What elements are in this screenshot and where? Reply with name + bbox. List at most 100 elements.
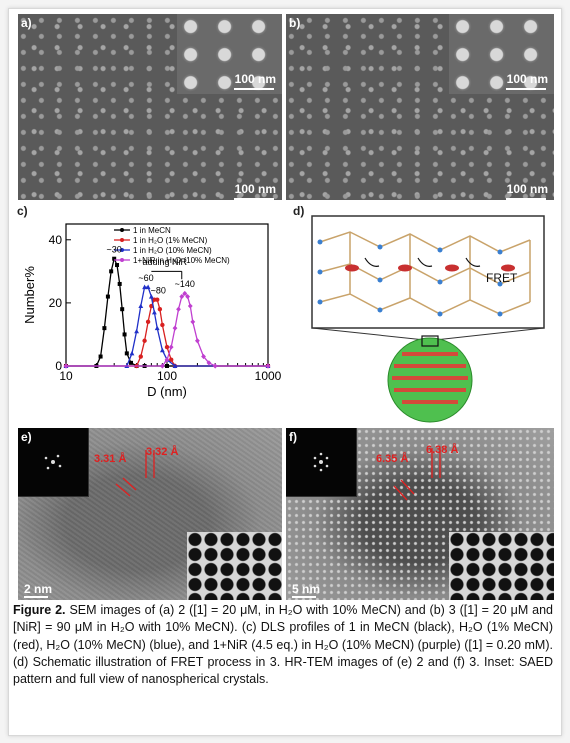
saed-inset-e <box>18 428 89 497</box>
sem-panel-b: b) 100 nm 100 nm <box>286 14 554 200</box>
inset-scale-bar-b <box>506 88 546 90</box>
fret-label: FRET <box>486 271 518 285</box>
tem-panel-f: f) 6.35 Å 6.38 Å 5 nm <box>286 428 554 600</box>
data-point <box>134 328 139 334</box>
data-point <box>109 269 114 274</box>
panel-label-d: d) <box>293 204 305 218</box>
main-scale-label-b: 100 nm <box>506 182 548 196</box>
data-point <box>154 325 160 331</box>
legend-marker <box>120 238 124 242</box>
data-point <box>151 309 157 315</box>
d-spacing-2-f: 6.38 Å <box>426 444 459 456</box>
data-point <box>176 306 181 312</box>
legend-entry: 1 in H₂O (1% MeCN) <box>133 236 208 245</box>
annotation-adding-nir: adding NiR <box>142 257 187 267</box>
panel-label-b: b) <box>289 16 301 30</box>
annotation-peak-80: ~80 <box>151 285 166 295</box>
series-line <box>66 286 268 367</box>
zoom-region <box>421 335 439 347</box>
main-scale-bar-b <box>506 198 546 200</box>
panel-label-f: f) <box>289 430 297 444</box>
nanosphere-stripes <box>392 352 468 404</box>
panel-label-a: a) <box>21 16 32 30</box>
sem-inset-b <box>449 14 554 94</box>
data-point <box>168 344 174 350</box>
series-line <box>66 256 268 367</box>
data-point <box>187 303 193 309</box>
inset-scale-label-b: 100 nm <box>506 72 548 86</box>
data-point <box>117 281 122 286</box>
annotation-peak-140: ~140 <box>175 279 195 289</box>
data-point <box>212 363 218 369</box>
crystal-overview-inset-f <box>449 532 554 600</box>
data-point <box>138 354 143 359</box>
caption-text: SEM images of (a) 2 ([1] = 20 μM, in H₂O… <box>13 603 553 687</box>
dls-chart-panel: c) 10 100 1000 0 20 40 D (nm) Number% 1 in MeCN 1… <box>14 202 286 424</box>
crystal-overview-inset-e <box>187 532 282 600</box>
data-point <box>138 303 144 309</box>
saed-inset-f <box>286 428 357 497</box>
tem-panel-e: e) 3.31 Å 3.32 Å 2 nm <box>18 428 282 600</box>
data-point <box>172 363 178 368</box>
main-scale-bar-a <box>234 198 274 200</box>
data-point <box>168 357 174 362</box>
data-point <box>102 326 107 331</box>
x-tick-label: 10 <box>59 369 73 383</box>
fret-schematic: FRET <box>311 215 545 423</box>
data-point <box>172 325 178 331</box>
x-axis-label: D (nm) <box>147 384 187 399</box>
scale-label-f: 5 nm <box>292 582 321 596</box>
inset-scale-label-a: 100 nm <box>234 72 276 86</box>
x-tick-label: 100 <box>157 369 177 383</box>
data-point <box>120 307 125 312</box>
data-point <box>157 307 163 312</box>
legend-entry: 1 in MeCN <box>133 226 171 235</box>
main-scale-label-a: 100 nm <box>234 182 276 196</box>
data-point <box>105 294 110 299</box>
data-point <box>148 293 154 299</box>
scale-bar-e <box>24 596 48 598</box>
series-line <box>66 299 268 367</box>
data-point <box>159 347 165 353</box>
inset-scale-bar-a <box>234 88 274 90</box>
fret-schematic-panel: d) FRET <box>290 202 552 424</box>
y-axis-label: Number% <box>22 266 37 324</box>
legend-marker <box>120 258 124 262</box>
data-point <box>128 360 133 365</box>
series-line <box>66 292 268 367</box>
sem-panel-a: a) 100 nm 100 nm <box>18 14 282 200</box>
y-tick-label: 0 <box>55 359 62 373</box>
annotation-peak-60: ~60 <box>138 273 153 283</box>
legend-entry: 1 in H₂O (10% MeCN) <box>133 246 212 255</box>
data-point <box>124 351 129 356</box>
scale-label-e: 2 nm <box>24 582 53 596</box>
data-point <box>122 332 127 337</box>
d-spacing-1-f: 6.35 Å <box>376 453 409 465</box>
nir-guest-molecules <box>345 264 515 272</box>
y-tick-label: 40 <box>49 233 63 247</box>
caption-lead: Figure 2. <box>13 603 66 617</box>
data-point <box>142 284 147 290</box>
sem-inset-a <box>177 14 282 94</box>
data-point <box>145 284 151 290</box>
data-point <box>115 263 120 268</box>
data-point <box>129 350 135 356</box>
panel-label-e: e) <box>21 430 32 444</box>
data-point <box>98 354 103 359</box>
data-point <box>165 364 169 368</box>
data-point <box>190 319 196 325</box>
data-point <box>145 319 151 325</box>
y-tick-label: 20 <box>49 296 63 310</box>
legend-marker <box>120 228 124 232</box>
data-point <box>142 338 147 343</box>
data-point <box>164 344 170 350</box>
data-point <box>155 297 160 302</box>
legend-entry: 1+NiR in H₂O (10% MeCN) <box>133 256 230 265</box>
legend-marker <box>120 248 124 252</box>
data-point <box>160 322 165 328</box>
figure-caption: Figure 2. SEM images of (a) 2 ([1] = 20 … <box>13 602 553 688</box>
scale-bar-f <box>292 596 316 598</box>
data-point <box>63 363 69 369</box>
fret-arrows <box>364 257 481 267</box>
